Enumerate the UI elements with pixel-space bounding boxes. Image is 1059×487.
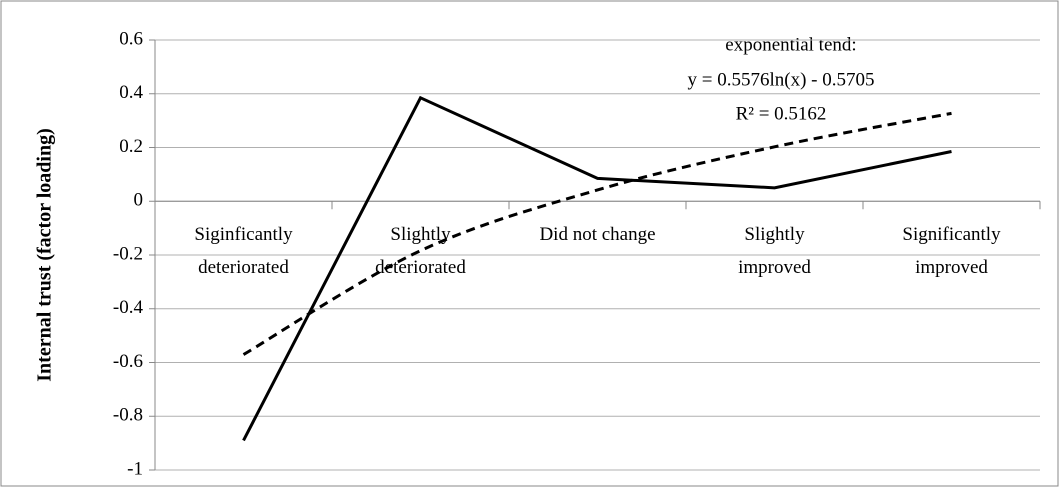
x-tick-label-box: Slightly improved xyxy=(738,224,811,279)
y-tick-label: 0 xyxy=(134,190,144,211)
x-tick-label-box: Did not change xyxy=(539,224,656,246)
y-tick-label: -0.8 xyxy=(113,405,143,426)
x-tick-label: Slightly deteriorated xyxy=(375,224,466,279)
x-tick-label: Did not change xyxy=(539,224,656,246)
y-tick-label: 0.6 xyxy=(119,28,143,49)
annotation: R² = 0.5162 xyxy=(736,103,827,124)
x-tick-label-box: Significantly improved xyxy=(902,224,1001,279)
y-tick-label: -0.6 xyxy=(113,351,143,372)
x-tick-label-box: Siginficantly deteriorated xyxy=(194,224,293,279)
annotation: y = 0.5576ln(x) - 0.5705 xyxy=(688,69,875,90)
y-tick-label: 0.2 xyxy=(119,136,143,157)
x-tick-label-box: Slightly deteriorated xyxy=(375,224,466,279)
x-tick-label: Significantly improved xyxy=(902,224,1001,279)
trend-line xyxy=(242,111,952,356)
y-tick-label: -1 xyxy=(127,458,143,479)
x-tick-label: Slightly improved xyxy=(738,224,811,279)
x-tick-label: Siginficantly deteriorated xyxy=(194,224,293,279)
y-tick-label: -0.2 xyxy=(113,243,143,264)
y-tick-label: 0.4 xyxy=(119,82,143,103)
y-axis-label: Internal trust (factor loading) xyxy=(34,128,56,382)
y-tick-label: -0.4 xyxy=(113,297,144,318)
data-line xyxy=(242,95,952,442)
annotation: exponential tend: xyxy=(725,34,856,55)
